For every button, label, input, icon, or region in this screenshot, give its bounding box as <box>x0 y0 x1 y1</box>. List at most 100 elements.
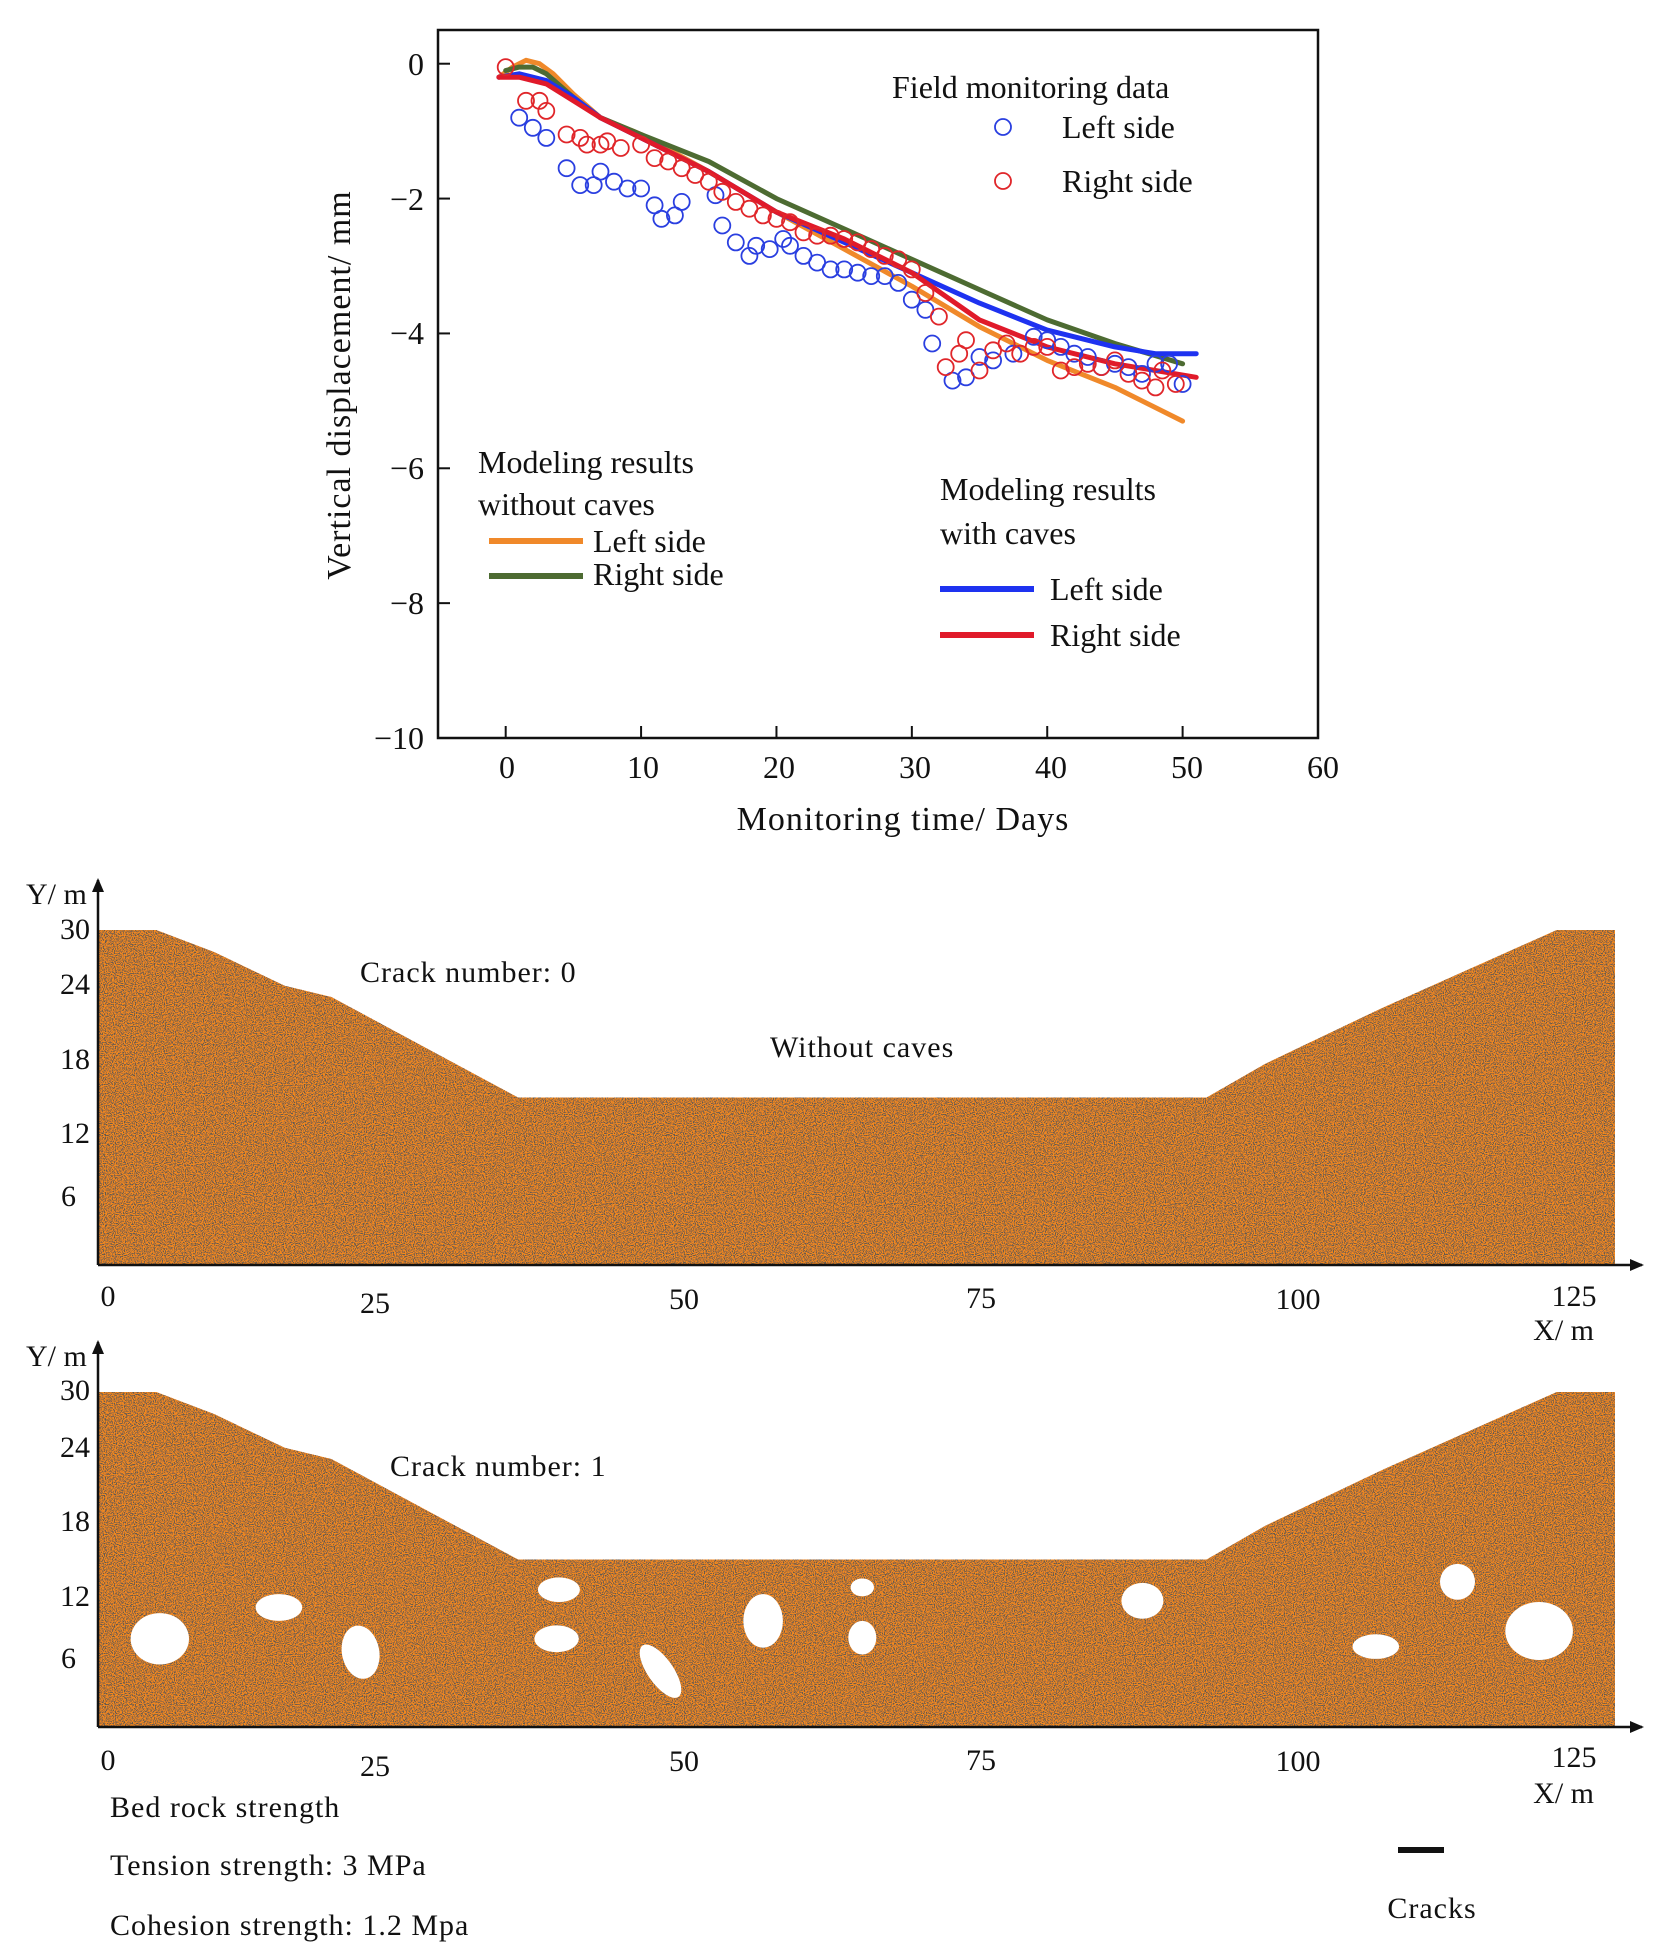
profile-title: Without caves <box>770 1031 954 1064</box>
data-point <box>970 361 989 380</box>
cave <box>1440 1563 1475 1600</box>
legend-label-nocave-right: Right side <box>593 556 724 592</box>
data-point <box>835 260 854 279</box>
legend-label-field-left: Left side <box>1062 109 1175 145</box>
x-tick-label: 50 <box>669 1745 699 1778</box>
y-tick-label: −10 <box>374 720 424 756</box>
x-tick-label: 25 <box>360 1750 390 1783</box>
data-point <box>1160 354 1178 373</box>
x-tick-label: 0 <box>101 1744 116 1777</box>
data-point <box>794 223 813 242</box>
x-tick-label: 10 <box>627 749 659 785</box>
cave <box>341 1625 380 1679</box>
cave <box>255 1594 303 1621</box>
displacement-chart: 0 10 20 30 40 50 60 0 −2 −4 −6 −8 −10 Mo… <box>321 28 1339 838</box>
y-tick-label: −6 <box>390 450 424 486</box>
y-tick-label: −4 <box>390 315 424 351</box>
data-point <box>1173 375 1192 393</box>
data-point <box>1078 354 1097 373</box>
x-axis-label: X/ m <box>1533 1777 1594 1810</box>
x-tick-label: 100 <box>1276 1745 1321 1778</box>
data-point <box>754 206 772 225</box>
data-point <box>740 246 759 265</box>
y-tick-label: 12 <box>60 1117 90 1150</box>
data-point <box>1051 361 1070 380</box>
data-point <box>571 128 590 147</box>
x-axis-label: Monitoring time/ Days <box>737 801 1070 838</box>
legend-label-nocave-left: Left side <box>593 523 706 559</box>
profile-without-caves: Y/ m 30 24 18 12 6 0 25 50 75 100 125 X/… <box>26 878 1644 1347</box>
data-point <box>1024 337 1043 356</box>
x-tick-label: 50 <box>1171 749 1203 785</box>
x-tick-label: 75 <box>966 1282 996 1315</box>
data-point <box>618 179 637 198</box>
cave <box>537 1577 580 1602</box>
cave <box>534 1625 579 1653</box>
y-axis-label: Vertical displacement/ mm <box>321 190 358 579</box>
data-point <box>537 128 556 147</box>
data-point <box>1133 364 1151 383</box>
data-point <box>774 230 793 248</box>
data-point <box>632 179 650 198</box>
y-tick-label: 6 <box>61 1642 76 1675</box>
data-point <box>1078 348 1097 366</box>
series-line <box>503 64 1186 367</box>
y-axis-label: Y/ m <box>26 1340 87 1373</box>
x-tick-label: 0 <box>101 1280 116 1313</box>
data-point <box>557 125 576 144</box>
terrain-body <box>98 1392 1615 1727</box>
data-point <box>875 246 894 265</box>
y-tick-label: 30 <box>60 913 90 946</box>
y-tick-label: −2 <box>390 181 424 217</box>
data-point <box>699 172 718 191</box>
data-point <box>652 209 671 228</box>
data-point <box>557 159 576 178</box>
data-point <box>957 331 975 350</box>
axis-ticks <box>438 62 1319 739</box>
x-tick-label: 75 <box>966 1744 996 1777</box>
legend-title-nocave-line2: without caves <box>478 486 655 522</box>
plot-frame <box>436 28 1320 740</box>
y-tick-label: 24 <box>60 968 90 1001</box>
legend-label-field-right: Right side <box>1062 163 1193 199</box>
x-tick-label: 40 <box>1035 749 1067 785</box>
y-tick-label: 18 <box>60 1043 90 1076</box>
y-axis-label: Y/ m <box>26 878 87 911</box>
legend-title-cave-line1: Modeling results <box>940 471 1156 507</box>
data-point <box>1146 378 1165 397</box>
cohesion-strength: Cohesion strength: 1.2 Mpa <box>110 1909 469 1942</box>
cave <box>639 1644 682 1698</box>
x-tick-label: 125 <box>1552 1280 1597 1313</box>
x-axis-label: X/ m <box>1533 1314 1594 1347</box>
cave <box>743 1594 783 1648</box>
y-tick-label: 24 <box>60 1431 90 1464</box>
data-point <box>767 209 786 228</box>
x-tick-label: 50 <box>669 1283 699 1316</box>
x-tick-label: 20 <box>763 749 795 785</box>
data-point <box>997 334 1016 353</box>
x-tick-label: 60 <box>1307 749 1339 785</box>
data-point <box>862 267 881 286</box>
legend-title-cave-line2: with caves <box>940 515 1076 551</box>
data-point <box>517 91 535 110</box>
y-tick-label: 18 <box>60 1505 90 1538</box>
data-point <box>672 192 691 211</box>
x-tick-label: 25 <box>360 1287 390 1320</box>
data-point <box>645 149 664 168</box>
x-tick-label: 100 <box>1276 1283 1321 1316</box>
legend-title-field: Field monitoring data <box>892 69 1169 105</box>
data-point <box>930 307 948 326</box>
legend-marker-field-right <box>994 172 1012 190</box>
data-point <box>889 273 908 292</box>
y-tick-label: 12 <box>60 1580 90 1613</box>
data-point <box>496 58 515 76</box>
data-point <box>760 240 779 259</box>
series-line <box>496 74 1199 380</box>
cave <box>848 1620 877 1655</box>
cave <box>130 1613 189 1665</box>
data-point <box>1065 344 1084 363</box>
data-point <box>1166 375 1185 393</box>
tension-strength: Tension strength: 3 MPa <box>110 1849 427 1882</box>
crack-number: Crack number: 1 <box>390 1450 607 1483</box>
